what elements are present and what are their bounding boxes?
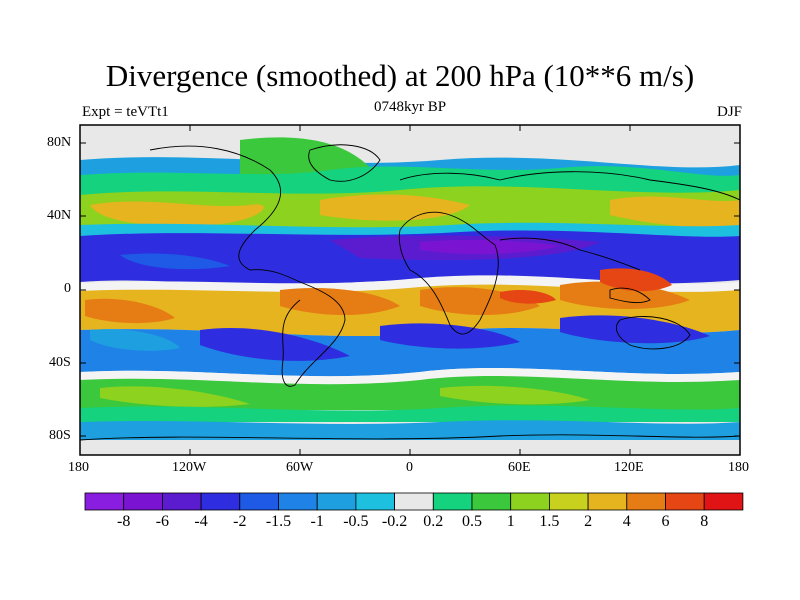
colorbar-swatch [665,492,705,511]
colorbar-swatch [510,492,550,511]
experiment-label: Expt = teVTt1 [82,104,169,120]
colorbar-swatch [355,492,395,511]
season-label: DJF [716,104,742,120]
lon-label-120w: 120W [172,460,207,475]
colorbar-label: 4 [622,513,631,530]
lon-label-0: 0 [406,460,413,475]
lon-label-180e: 180 [728,460,749,475]
lat-label-40s: 40S [49,355,71,370]
colorbar-swatch [549,492,589,511]
colorbar-label: -1.5 [265,513,292,530]
colorbar-label: 1.5 [539,513,560,530]
map-title: Divergence (smoothed) at 200 hPa (10**6 … [105,58,695,93]
colorbar-swatch [84,492,125,511]
colorbar [84,492,744,511]
colorbar-label: -2 [233,513,247,530]
axis-ticks [80,125,740,455]
colorbar-label: 6 [661,513,670,530]
colorbar-swatch [239,492,279,511]
lat-label-40n: 40N [47,208,72,223]
lon-label-180w: 180 [68,460,89,475]
colorbar-swatch [587,492,628,511]
colorbar-swatch [161,492,202,511]
colorbar-swatch [123,492,163,511]
colorbar-label: -0.5 [343,513,369,530]
colorbar-label: 8 [700,513,709,530]
lon-label-60w: 60W [286,460,314,475]
colorbar-swatch [471,492,512,511]
colorbar-swatch [278,492,318,511]
colorbar-swatch [703,492,744,511]
colorbar-label: -8 [117,513,131,530]
colorbar-label: -1 [310,513,324,530]
colorbar-label: -0.2 [381,513,408,530]
colorbar-swatch [316,492,357,511]
lat-label-80n: 80N [47,135,72,150]
colorbar-swatch [626,492,666,511]
colorbar-label: -6 [155,513,170,530]
period-label: 0748kyr BP [373,99,447,115]
colorbar-swatch [200,492,241,511]
colorbar-swatch [432,492,473,511]
colorbar-label: -4 [194,513,208,530]
colorbar-label: 0.2 [423,513,444,530]
colorbar-swatch [394,492,434,511]
contour-field [80,125,740,455]
lon-label-120e: 120E [614,460,644,475]
colorbar-label: 2 [584,513,593,530]
colorbar-label: 1 [506,513,515,530]
coastlines [80,144,740,441]
colorbar-label: 0.5 [462,513,482,530]
lon-label-60e: 60E [508,460,531,475]
lat-label-80s: 80S [49,428,71,443]
lat-label-0: 0 [64,281,71,296]
